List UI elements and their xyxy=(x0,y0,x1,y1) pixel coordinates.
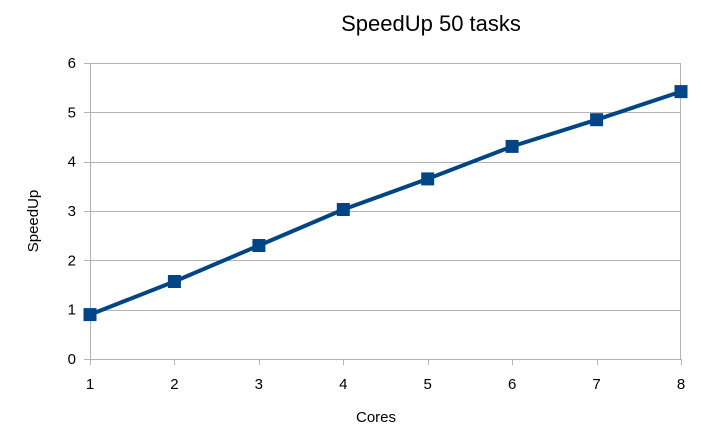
x-tick-label: 8 xyxy=(677,376,685,393)
data-point-marker xyxy=(590,113,604,127)
grid-layer xyxy=(90,63,681,311)
x-tick-label: 7 xyxy=(592,376,600,393)
x-tick-label: 2 xyxy=(170,376,178,393)
y-tick-label: 5 xyxy=(68,104,76,121)
y-axis-title: SpeedUp xyxy=(25,190,42,253)
x-tick-label: 6 xyxy=(508,376,516,393)
y-tick-labels: 0 1 2 3 4 5 6 xyxy=(68,55,76,368)
data-point-marker xyxy=(421,172,435,186)
y-tick-label: 3 xyxy=(68,203,76,220)
series-line xyxy=(88,89,683,317)
x-tick-label: 1 xyxy=(86,376,94,393)
data-point-marker xyxy=(505,139,519,153)
data-point-marker xyxy=(83,308,97,322)
x-axis-title: Cores xyxy=(356,409,396,426)
chart-title: SpeedUp 50 tasks xyxy=(341,11,521,36)
x-tick-label: 4 xyxy=(339,376,347,393)
y-tick-label: 1 xyxy=(68,302,76,319)
axes-layer xyxy=(84,63,682,365)
series-layer xyxy=(83,85,688,322)
y-tick-label: 0 xyxy=(68,351,76,368)
y-tick-label: 6 xyxy=(68,55,76,72)
y-tick-label: 2 xyxy=(68,252,76,269)
x-tick-label: 3 xyxy=(255,376,263,393)
y-tick-label: 4 xyxy=(68,154,76,171)
data-point-marker xyxy=(336,203,350,216)
data-point-marker xyxy=(167,275,181,288)
data-point-marker xyxy=(252,239,266,252)
x-tick-label: 5 xyxy=(424,376,432,393)
x-tick-labels: 1 2 3 4 5 6 7 8 xyxy=(86,376,685,393)
data-point-marker xyxy=(674,85,688,99)
